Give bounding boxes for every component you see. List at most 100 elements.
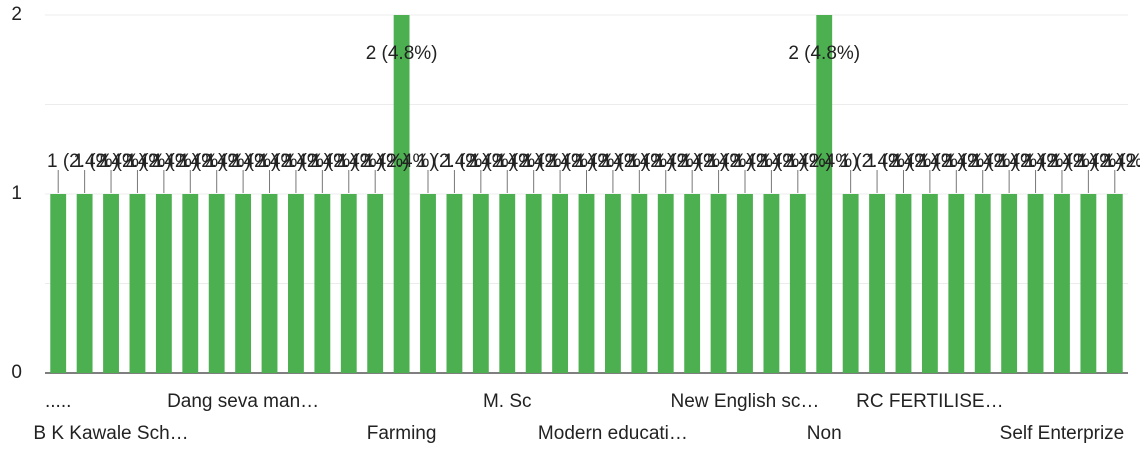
bar [657, 194, 674, 373]
data-label: 1 (2.4%) [496, 151, 568, 172]
bar [895, 194, 912, 373]
x-tick-label: Non [807, 423, 842, 444]
x-tick-label: Modern educati… [538, 423, 688, 444]
data-label: 1 (2.4%) [1104, 151, 1140, 172]
bar [155, 194, 172, 373]
bar [578, 194, 595, 373]
bar [1080, 194, 1097, 373]
data-label: 1 (2.4%) [549, 151, 621, 172]
bar [631, 194, 648, 373]
data-label: 1 (2.4%) [73, 151, 145, 172]
data-labels: 1 (2.4%)1 (2.4%)1 (2.4%)1 (2.4%)1 (2.4%)… [47, 43, 1140, 193]
bar [1027, 194, 1044, 373]
bar [472, 194, 489, 373]
bar [50, 194, 67, 373]
data-label: 2 (4.8%) [366, 43, 438, 64]
data-label: 1 (2.4%) [972, 151, 1044, 172]
x-tick-label: B K Kawale Sch… [33, 423, 188, 444]
y-tick-label: 1 [11, 183, 22, 204]
x-tick-label: Dang seva man… [167, 391, 319, 412]
data-label: 1 (2.4%) [681, 151, 753, 172]
bar [76, 194, 93, 373]
data-label: 1 (2.4%) [232, 151, 304, 172]
data-label: 1 (2.4%) [126, 151, 198, 172]
x-tick-label: M. Sc [483, 391, 532, 412]
data-label: 1 (2.4%) [338, 151, 410, 172]
data-label: 1 (2.4%) [839, 151, 911, 172]
bar [974, 194, 991, 373]
bar [103, 194, 119, 373]
x-tick-label: RC FERTILISE… [856, 391, 1003, 412]
bar [208, 194, 225, 373]
bar [1054, 194, 1070, 373]
bar [604, 194, 621, 373]
bar [737, 194, 753, 373]
bar [869, 194, 885, 373]
bar [499, 194, 516, 373]
data-label: 1 (2.4%) [945, 151, 1017, 172]
data-label: 1 (2.4%) [919, 151, 991, 172]
x-tick-label: Farming [367, 423, 437, 444]
bar [261, 194, 278, 373]
data-label: 1 (2.4%) [364, 151, 436, 172]
data-label: 1 (2.4%) [153, 151, 225, 172]
data-label: 1 (2.4%) [1077, 151, 1140, 172]
bar [314, 194, 331, 373]
bar [710, 194, 727, 373]
data-label: 1 (2.4%) [311, 151, 383, 172]
data-label: 1 (2.4%) [628, 151, 700, 172]
bar [684, 194, 701, 373]
bar [340, 194, 357, 373]
x-tick-label: New English sc… [671, 391, 820, 412]
x-tick-label: ..... [45, 391, 71, 412]
x-tick-label: Self Enterprize [1000, 423, 1125, 444]
data-label: 1 (2.4%) [892, 151, 964, 172]
data-label: 1 (2.4%) [417, 151, 489, 172]
bar [1001, 194, 1018, 373]
bars [50, 15, 1123, 373]
bar [182, 194, 199, 373]
bar [525, 194, 542, 373]
data-label: 1 (2.4%) [100, 151, 172, 172]
data-label: 1 (2.4%) [285, 151, 357, 172]
bar [763, 194, 780, 373]
data-label: 1 (2.4%) [522, 151, 594, 172]
data-label: 1 (2.4%) [760, 151, 832, 172]
bar [420, 194, 436, 373]
data-label: 1 (2.4%) [1051, 151, 1123, 172]
bar [816, 15, 833, 373]
bar [367, 194, 384, 373]
bar [842, 194, 859, 373]
data-label: 1 (2.4%) [866, 151, 938, 172]
bar [235, 194, 252, 373]
data-label: 2 (4.8%) [788, 43, 860, 64]
data-label: 1 (2.4%) [602, 151, 674, 172]
y-tick-label: 0 [11, 362, 22, 383]
data-label: 1 (2.4%) [998, 151, 1070, 172]
bar [552, 194, 569, 373]
data-label: 1 (2.4%) [470, 151, 542, 172]
bar [129, 194, 146, 373]
x-axis-labels: ..... B K Kawale Sch… Dang seva man… Farmin… [33, 391, 1124, 444]
data-label: 1 (2.4%) [575, 151, 647, 172]
data-label: 1 (2.4%) [205, 151, 277, 172]
bar [789, 194, 806, 373]
data-label: 1 (2.4%) [443, 151, 515, 172]
data-label: 1 (2.4%) [655, 151, 727, 172]
bar [446, 194, 463, 373]
bar [1106, 194, 1123, 373]
y-tick-label: 2 [11, 4, 22, 25]
data-label: 1 (2.4%) [787, 151, 859, 172]
bar [921, 194, 938, 373]
data-label: 1 (2.4%) [707, 151, 779, 172]
data-label: 1 (2.4%) [734, 151, 806, 172]
bar [948, 194, 965, 373]
data-label: 1 (2.4%) [1024, 151, 1096, 172]
data-label: 1 (2.4%) [258, 151, 330, 172]
y-axis-ticks: 0 1 2 [11, 4, 22, 383]
data-label: 1 (2.4%) [47, 151, 119, 172]
data-label: 1 (2.4%) [179, 151, 251, 172]
bar [288, 194, 304, 373]
bar [393, 15, 410, 373]
